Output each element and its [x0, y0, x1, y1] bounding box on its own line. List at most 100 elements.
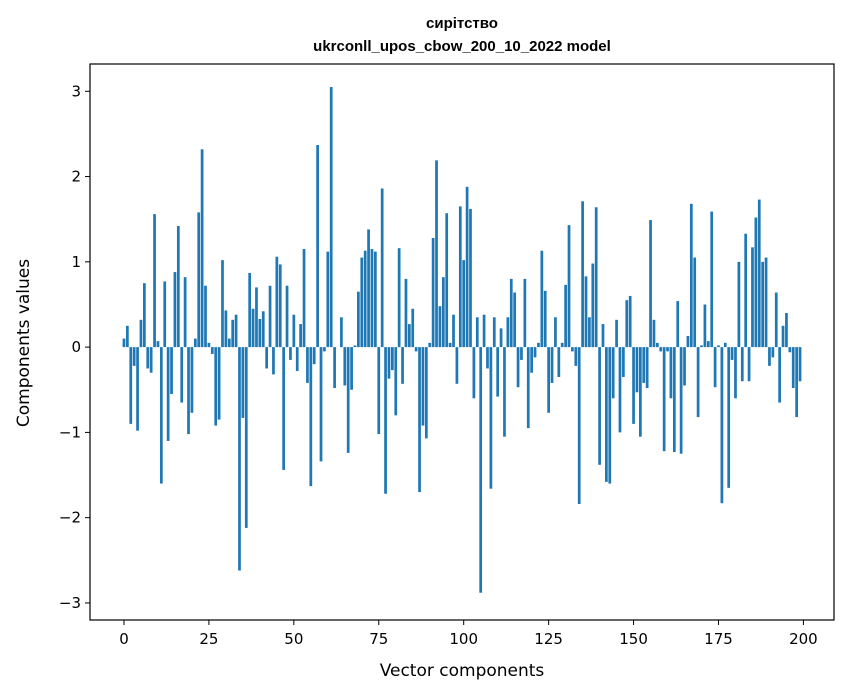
bar: [547, 347, 550, 413]
bar: [717, 345, 720, 348]
bar: [401, 347, 404, 384]
bar: [465, 186, 469, 348]
bar: [272, 347, 275, 375]
bar: [380, 188, 384, 348]
bar: [693, 257, 697, 348]
bar: [574, 347, 578, 366]
bar: [428, 342, 432, 348]
bar: [357, 291, 360, 348]
bar: [734, 347, 737, 399]
bar: [635, 347, 639, 393]
bar: [737, 261, 741, 348]
bar: [516, 347, 520, 388]
bar: [435, 160, 438, 348]
bar: [265, 347, 269, 369]
bar: [309, 347, 313, 487]
bar: [190, 347, 194, 413]
bar: [156, 341, 160, 348]
bar: [530, 347, 533, 373]
bar: [482, 314, 486, 348]
bar: [472, 347, 476, 399]
x-axis-label: Vector components: [380, 661, 545, 681]
bar: [149, 347, 153, 373]
x-tick-label: 25: [199, 630, 218, 648]
y-tick-label: −3: [59, 594, 81, 612]
bar: [550, 347, 554, 383]
bar: [221, 260, 224, 348]
bar: [761, 261, 765, 348]
bar: [706, 341, 710, 348]
bar: [747, 347, 751, 382]
y-tick-label: 2: [71, 168, 81, 186]
bar: [438, 306, 442, 348]
bar: [744, 233, 748, 348]
bar: [503, 347, 506, 437]
bar: [136, 347, 139, 431]
bar: [343, 347, 347, 386]
bar: [180, 347, 184, 403]
bar: [622, 347, 625, 377]
x-tick-label: 200: [789, 630, 818, 648]
bar: [217, 347, 221, 420]
bar: [289, 347, 292, 360]
bar: [740, 347, 744, 382]
bar: [302, 249, 306, 348]
bar: [441, 277, 445, 348]
bar: [479, 347, 483, 593]
bar: [377, 347, 381, 435]
bar: [360, 257, 364, 348]
bar: [231, 319, 235, 348]
bar: [268, 285, 272, 348]
bar: [615, 319, 618, 348]
bar: [533, 347, 537, 358]
bar: [628, 295, 632, 348]
bar: [143, 283, 146, 348]
bar: [183, 277, 187, 348]
bar: [669, 347, 673, 399]
bar: [639, 347, 642, 437]
bar: [285, 285, 289, 348]
bar: [785, 313, 788, 348]
bar: [655, 342, 659, 348]
bar: [672, 347, 676, 453]
bar: [126, 325, 129, 348]
bar: [506, 317, 510, 348]
bar: [469, 208, 472, 348]
bar-series: [122, 87, 802, 593]
bar: [384, 347, 387, 494]
bar: [200, 149, 204, 348]
bar: [798, 347, 802, 382]
bar: [323, 347, 326, 352]
bar: [319, 347, 323, 462]
bar: [367, 229, 370, 348]
bar: [754, 217, 758, 348]
y-tick-label: 1: [71, 253, 81, 271]
bar: [526, 347, 530, 429]
bar: [700, 345, 703, 348]
bar: [163, 281, 167, 348]
bar: [424, 347, 428, 439]
bar: [652, 319, 656, 348]
plot-frame: [89, 63, 835, 621]
bar: [727, 347, 731, 488]
bar: [312, 347, 316, 365]
bar: [492, 317, 496, 348]
bar: [176, 226, 180, 348]
bar: [489, 347, 493, 489]
bar: [554, 317, 557, 348]
bar: [577, 347, 581, 505]
bar: [771, 347, 775, 358]
bar: [540, 250, 544, 348]
bar: [458, 206, 462, 348]
bar: [605, 347, 608, 482]
x-tick-label: 75: [369, 630, 388, 648]
bar: [278, 264, 282, 348]
bar: [139, 319, 143, 348]
bar: [611, 347, 615, 399]
x-axis-ticks: 0 25 50 75 100 125 150 175 200: [119, 620, 818, 648]
bar: [326, 251, 330, 348]
chart-title-line-1: сирітство: [426, 15, 498, 32]
bar: [204, 285, 207, 348]
bar: [591, 263, 595, 348]
